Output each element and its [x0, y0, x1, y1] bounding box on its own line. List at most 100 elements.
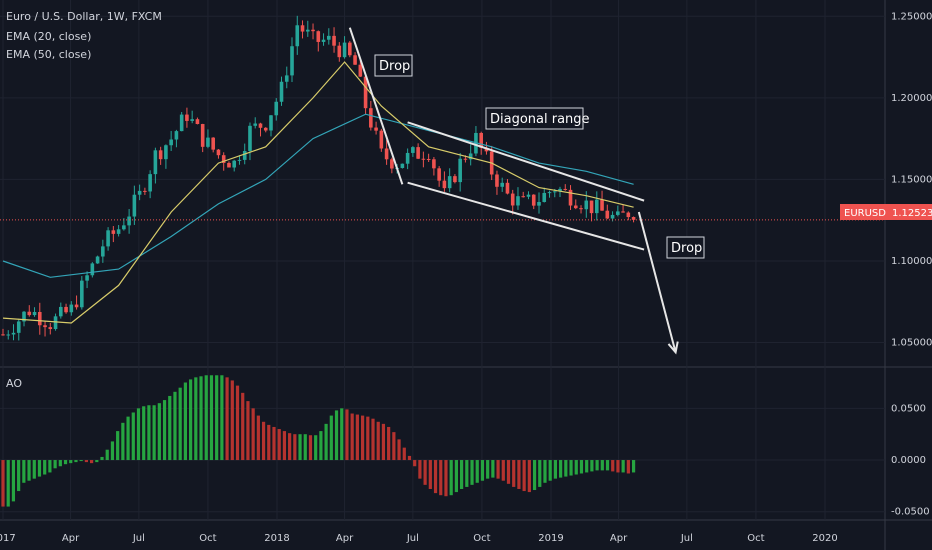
ao-bar	[475, 460, 479, 483]
candle-body	[605, 210, 610, 219]
time-tick-label: 2020	[812, 533, 837, 544]
candle-body	[542, 192, 547, 202]
candle-body	[16, 321, 21, 333]
candle-body	[400, 163, 405, 168]
ao-bar	[183, 382, 187, 461]
candle-body	[416, 147, 420, 159]
ao-bar	[397, 439, 401, 461]
candle-body	[11, 332, 16, 335]
candle-body	[253, 123, 258, 126]
ao-bar	[298, 434, 302, 461]
ao-bar	[470, 460, 474, 485]
ao-bar	[340, 408, 344, 461]
candle-body	[74, 304, 79, 308]
candle-body	[132, 194, 137, 217]
annotation-drop-2[interactable]: Drop	[666, 236, 705, 259]
ao-bar	[11, 460, 16, 502]
price-tick-label: 1.10000	[891, 256, 932, 267]
annotation-drop-1[interactable]: Drop	[374, 54, 413, 77]
ao-bar	[501, 460, 505, 481]
ao-bar	[590, 460, 594, 472]
candle-body	[111, 230, 116, 234]
ao-bar	[152, 405, 156, 461]
ao-bar	[486, 460, 490, 479]
ao-bar	[574, 460, 578, 475]
ao-bar	[527, 460, 531, 493]
candle-body	[374, 127, 378, 131]
candle-body	[237, 159, 242, 161]
candle-body	[90, 263, 95, 276]
time-tick-label: 2017	[0, 533, 16, 544]
price-candles	[1, 15, 636, 341]
time-tick-label: 2018	[264, 533, 289, 544]
candle-body	[242, 150, 247, 160]
candle-body	[594, 199, 599, 214]
ao-bar	[27, 460, 31, 481]
ao-bar	[79, 460, 83, 462]
ao-bar	[43, 460, 47, 475]
candle-body	[589, 200, 594, 214]
ao-bar	[548, 460, 552, 481]
ao-bar	[600, 460, 604, 471]
candle-body	[37, 311, 42, 326]
ao-bar	[491, 460, 495, 478]
ao-bar	[303, 434, 307, 461]
annotation-arrowhead	[667, 341, 679, 355]
ema20-line	[2, 61, 634, 324]
ao-bar	[324, 423, 328, 461]
ao-bar	[553, 460, 558, 479]
ao-bar	[585, 460, 589, 473]
annotation-drop-2-text: Drop	[671, 241, 702, 256]
candle-body	[179, 114, 184, 132]
ao-bar	[272, 426, 276, 461]
ao-bar	[319, 431, 323, 461]
candle-body	[405, 152, 410, 164]
price-badge-symbol: EURUSD	[844, 208, 886, 219]
ao-bar	[251, 408, 255, 461]
candle-body	[185, 114, 189, 121]
ao-bar	[48, 460, 52, 473]
ao-bar	[559, 460, 563, 478]
price-badge-value: 1.12523	[892, 208, 932, 219]
ao-bar	[1, 460, 5, 507]
ao-bar	[173, 391, 177, 461]
ao-bar	[631, 460, 636, 473]
candle-body	[568, 189, 573, 206]
ao-bar	[564, 460, 568, 477]
candle-body	[369, 108, 373, 128]
ao-bar	[454, 460, 458, 493]
time-tick-label: Apr	[62, 533, 80, 544]
annotation-line	[407, 121, 645, 202]
candle-body	[600, 199, 604, 211]
legend-ema20: EMA (20, close)	[6, 30, 92, 43]
annotation-line	[348, 27, 404, 185]
candle-body	[80, 280, 84, 308]
time-axis[interactable]: 2017 Apr Jul Oct 2018 Apr Jul Oct 2019 Apr Jul Oct 2…	[0, 533, 838, 544]
ao-bar	[220, 375, 224, 461]
candle-body	[85, 275, 89, 281]
candle-body	[526, 194, 531, 197]
candle-body	[311, 29, 315, 32]
ao-bar	[616, 460, 620, 473]
candle-body	[432, 159, 436, 169]
ao-bar	[246, 401, 250, 461]
candle-body	[531, 194, 536, 206]
ao-bar	[6, 460, 10, 507]
ao-bar	[538, 460, 542, 487]
candle-body	[216, 149, 221, 156]
annotation-diagonal-range[interactable]: Diagonal range	[485, 107, 590, 130]
candle-body	[384, 148, 389, 160]
ao-bar	[569, 460, 573, 476]
ao-bar	[189, 379, 193, 461]
candle-body	[584, 200, 589, 210]
time-tick-label: Oct	[747, 533, 764, 544]
ao-axis[interactable]: 0.0500 0.0000 -0.0500	[891, 403, 930, 517]
candle-body	[573, 205, 578, 209]
ao-bar	[69, 460, 73, 464]
price-axis[interactable]: 1.25000 1.20000 1.15000 1.10000 1.05000	[891, 11, 932, 348]
ao-bar	[58, 460, 62, 467]
candle-body	[116, 229, 121, 234]
ao-bar	[267, 424, 271, 461]
candle-body	[348, 42, 352, 56]
